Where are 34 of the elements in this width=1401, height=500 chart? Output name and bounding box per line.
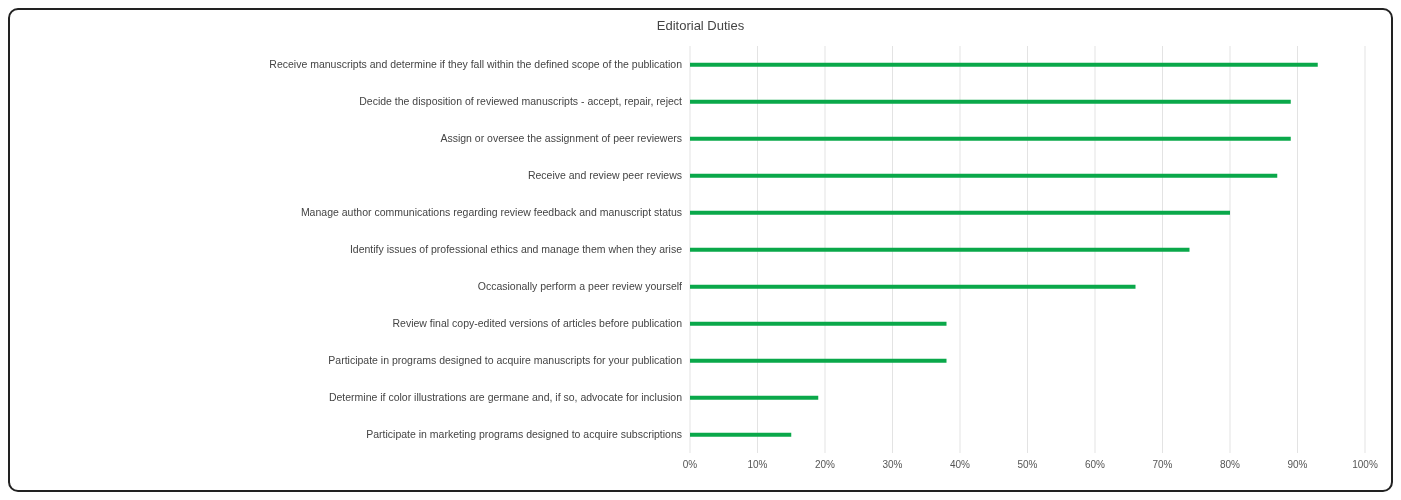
y-tick-label: Assign or oversee the assignment of peer reviewers — [440, 132, 682, 145]
bar — [690, 284, 1136, 289]
bar — [690, 210, 1230, 215]
bar — [690, 358, 947, 363]
y-tick-label: Occasionally perform a peer review yourself — [477, 280, 683, 293]
bar — [690, 395, 819, 400]
chart-title: Editorial Duties — [655, 18, 746, 35]
x-tick-label: 50% — [1017, 459, 1038, 471]
y-tick-label: Manage author communications regarding review feedback and manuscript status — [300, 206, 682, 219]
bar — [690, 136, 1291, 141]
x-tick-label: 20% — [814, 459, 836, 471]
y-tick-label: Participate in programs designed to acquire manuscripts for your publication — [328, 354, 683, 367]
x-tick-label: 80% — [1219, 459, 1241, 471]
bar — [690, 247, 1190, 252]
bar — [690, 173, 1278, 178]
x-tick-label: 10% — [747, 459, 768, 471]
x-tick-label: 30% — [882, 459, 903, 471]
y-tick-label: Identify issues of professional ethics and manage them when they arise — [349, 243, 683, 256]
bar — [690, 99, 1291, 104]
x-tick-label: 40% — [949, 459, 971, 471]
x-tick-label: 0% — [682, 459, 698, 471]
x-tick-label: 70% — [1152, 459, 1173, 471]
y-tick-label: Decide the disposition of reviewed manuscripts - accept, repair, reject — [359, 95, 683, 108]
y-tick-label: Participate in marketing programs designed to acquire subscriptions — [366, 428, 682, 441]
x-tick-label: 100% — [1352, 459, 1378, 471]
x-tick-label: 90% — [1287, 459, 1308, 471]
y-tick-label: Receive manuscripts and determine if they fall within the defined scope of the publication — [269, 58, 683, 71]
bar — [690, 432, 792, 437]
bar — [690, 62, 1318, 67]
y-tick-label: Determine if color illustrations are germane and, if so, advocate for inclusion — [328, 391, 683, 404]
bar — [690, 321, 947, 326]
y-tick-label: Review final copy-edited versions of articles before publication — [392, 317, 683, 330]
y-tick-label: Receive and review peer reviews — [527, 169, 682, 182]
x-tick-label: 60% — [1084, 459, 1106, 471]
